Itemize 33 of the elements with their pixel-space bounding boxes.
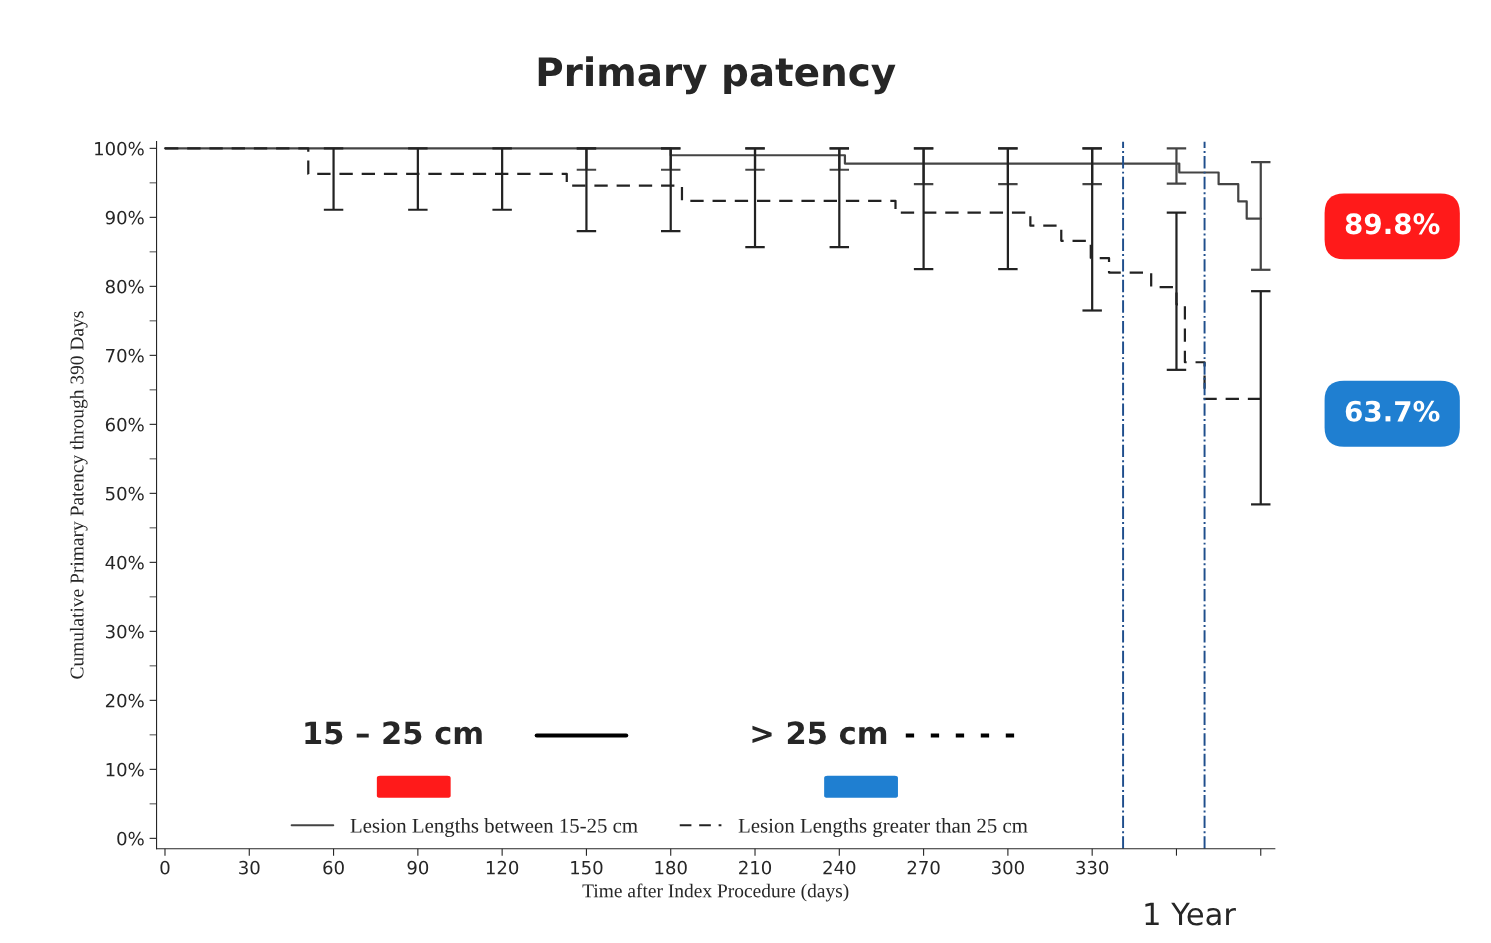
y-tick-label: 70% — [106, 348, 144, 363]
x-tick-label: 300 — [992, 860, 1024, 875]
y-tick-label: 50% — [106, 486, 144, 501]
chart-title: Primary patency — [538, 56, 896, 95]
x-tick-label: 120 — [486, 860, 519, 875]
x-tick-label: 0 — [160, 860, 170, 875]
annotation: > 25 cm — [752, 721, 887, 745]
y-tick-label: 20% — [105, 693, 144, 708]
y-tick-label: 10% — [106, 762, 144, 777]
x-tick-label: 90 — [407, 860, 429, 875]
y-tick-label: 30% — [105, 624, 144, 639]
annotation: 15 – 25 cm — [305, 721, 482, 745]
x-tick-label: 30 — [239, 860, 260, 875]
ref-line-label: 1 Year — [1145, 902, 1236, 926]
y-tick-label: 100% — [95, 141, 144, 156]
legend-label: Lesion Lengths greater than 25 cm — [738, 818, 1028, 838]
y-tick-label: 60% — [105, 417, 144, 432]
x-tick-label: 210 — [739, 860, 772, 875]
text: 89.8% — [1345, 213, 1440, 235]
x-tick-label: 150 — [571, 860, 603, 875]
y-tick-label: 80% — [105, 279, 144, 294]
x-tick-label: 60 — [323, 860, 344, 875]
text: 63.7% — [1345, 400, 1440, 422]
x-axis-title: Time after Index Procedure (days) — [582, 883, 849, 902]
legend-label: Lesion Lengths between 15-25 cm — [350, 818, 638, 838]
y-tick-label: 40% — [105, 555, 144, 570]
x-tick-label: 330 — [1076, 860, 1109, 875]
y-tick-label: 0% — [117, 831, 144, 846]
y-axis-title: Cumulative Primary Patency through 390 Days — [69, 311, 88, 679]
y-tick-label: 90% — [105, 210, 144, 225]
x-tick-label: 270 — [907, 860, 940, 875]
x-tick-label: 240 — [823, 860, 856, 875]
x-tick-label: 180 — [655, 860, 687, 875]
